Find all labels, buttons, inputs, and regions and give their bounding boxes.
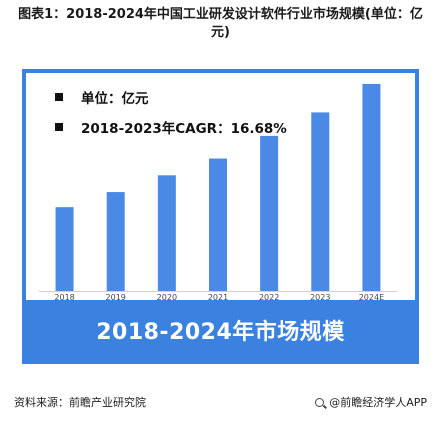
legend-square-icon [55, 93, 63, 101]
bar-2024E [362, 83, 381, 292]
x-tick-label: 2018 [54, 293, 74, 300]
bar-chart: 2018 2019 2020 2021 2022 2023 2024E [39, 83, 397, 300]
source-note: 资料来源：前瞻产业研究院 [14, 396, 146, 409]
figure-title: 图表1：2018-2024年中国工业研发设计软件行业市场规模(单位：亿元) [18, 7, 423, 40]
legend-unit-text: 单位：亿元 [81, 91, 149, 107]
x-tick-labels: 2018 2019 2020 2021 2022 2023 2024E [54, 293, 384, 300]
x-tick-label: 2024E [359, 293, 384, 300]
x-tick-label: 2020 [157, 293, 177, 300]
bar-2018 [55, 207, 74, 291]
bar-2022 [260, 135, 279, 291]
chart-frame: 单位：亿元 2018-2023年CAGR：16.68% 2018 2019 2020… [22, 69, 419, 364]
bar-2020 [157, 175, 176, 291]
x-tick-label: 2023 [310, 293, 330, 300]
bar-group [55, 83, 381, 292]
bar-2019 [106, 192, 125, 291]
search-icon [315, 397, 325, 407]
legend-unit: 单位：亿元 [55, 87, 149, 107]
x-tick-label: 2022 [259, 293, 279, 300]
bar-2023 [311, 112, 330, 292]
chart-banner: 2018-2024年市场规模 [26, 300, 415, 360]
legend-cagr: 2018-2023年CAGR：16.68% [55, 117, 287, 137]
x-tick-label: 2019 [106, 293, 126, 300]
x-tick-label: 2021 [208, 293, 228, 300]
bar-2021 [209, 158, 227, 291]
brand-text: @前瞻经济学人APP [329, 396, 427, 409]
legend-square-icon [55, 123, 63, 131]
legend-cagr-text: 2018-2023年CAGR：16.68% [81, 121, 287, 137]
brand-credit: @前瞻经济学人APP [315, 394, 427, 410]
